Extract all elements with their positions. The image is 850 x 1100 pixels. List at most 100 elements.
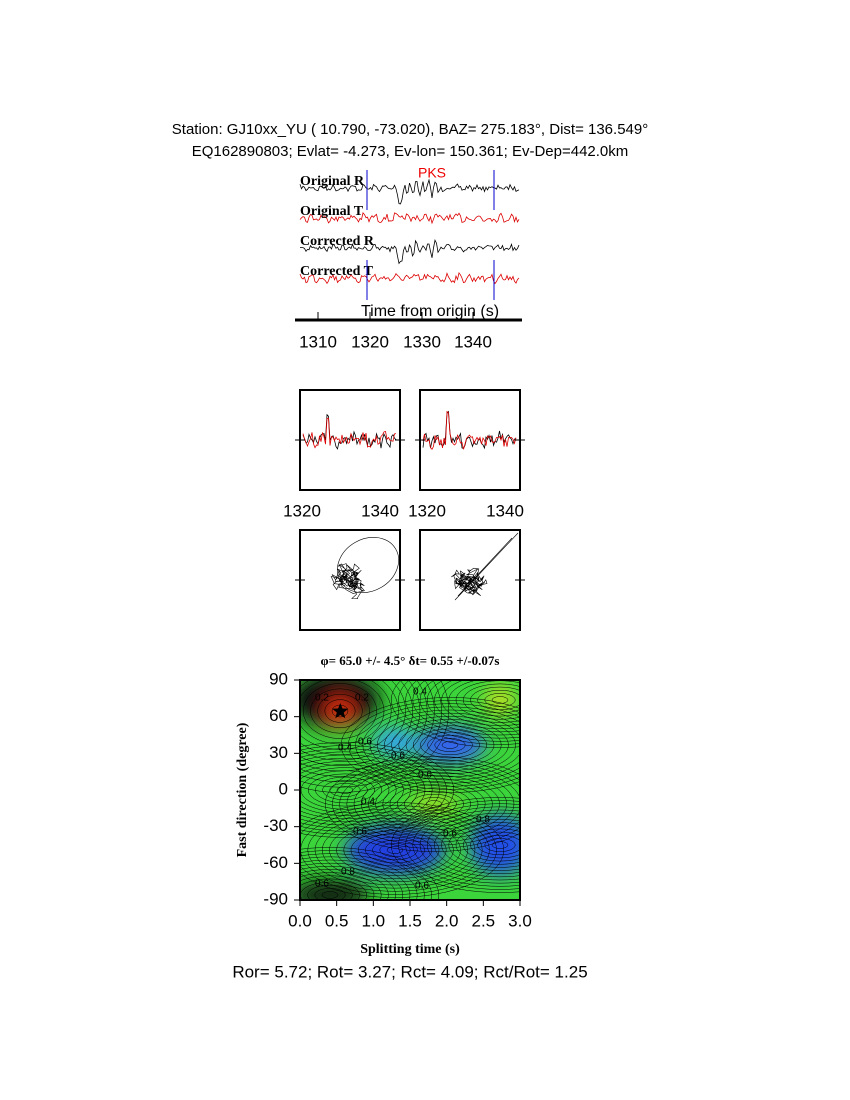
y-tick-label: 30 bbox=[269, 743, 288, 762]
contour bbox=[300, 767, 397, 813]
waveform bbox=[302, 417, 397, 449]
waveform bbox=[422, 410, 517, 451]
contour bbox=[324, 699, 356, 723]
contour bbox=[396, 787, 472, 821]
contour bbox=[360, 771, 508, 837]
contour bbox=[391, 719, 509, 771]
phase-label: PKS bbox=[418, 165, 446, 181]
contour bbox=[398, 800, 520, 890]
contour-label: 0.4 bbox=[413, 687, 427, 698]
contour bbox=[357, 833, 433, 867]
contour-label: 0.8 bbox=[476, 815, 490, 826]
contour bbox=[343, 827, 447, 873]
contour bbox=[315, 776, 375, 804]
contour bbox=[300, 680, 399, 756]
contour bbox=[353, 768, 515, 840]
particle-motion bbox=[337, 537, 399, 593]
contour bbox=[307, 884, 353, 900]
contour bbox=[317, 693, 363, 729]
contour-label: 0.4 bbox=[361, 797, 375, 808]
contour bbox=[307, 773, 383, 807]
contour bbox=[477, 834, 520, 856]
contour bbox=[412, 728, 488, 762]
contour bbox=[484, 693, 516, 707]
contour bbox=[300, 680, 392, 750]
waveform bbox=[299, 271, 520, 285]
contour bbox=[448, 680, 520, 723]
contour bbox=[355, 703, 520, 787]
contour bbox=[455, 825, 520, 865]
contour bbox=[329, 783, 361, 797]
contour-label: 0.6 bbox=[358, 737, 372, 748]
x-tick-label: 1340 bbox=[486, 501, 524, 520]
contour bbox=[434, 816, 520, 874]
contour bbox=[491, 696, 509, 704]
trace-label: Corrected R bbox=[300, 234, 375, 249]
waveform bbox=[299, 178, 520, 205]
x-tick-label: 3.0 bbox=[508, 911, 532, 930]
particle-motion bbox=[330, 563, 365, 600]
contour bbox=[314, 814, 476, 886]
contour-label: 0.6 bbox=[315, 879, 329, 890]
trace-label: Original R bbox=[300, 174, 365, 189]
x-tick-label: 1320 bbox=[283, 501, 321, 520]
contour bbox=[405, 725, 495, 765]
contour bbox=[302, 683, 378, 739]
contour bbox=[384, 716, 516, 774]
y-tick-label: -90 bbox=[263, 889, 288, 908]
contour bbox=[322, 779, 368, 801]
contour bbox=[300, 745, 447, 835]
contour bbox=[300, 751, 433, 829]
contour bbox=[470, 831, 520, 859]
contour bbox=[336, 824, 454, 876]
contour bbox=[300, 872, 382, 900]
contour bbox=[310, 688, 370, 734]
contour bbox=[300, 862, 404, 900]
x-axis-label: Time from origin (s) bbox=[361, 303, 499, 320]
contour bbox=[372, 839, 418, 861]
contour bbox=[441, 680, 520, 726]
contour bbox=[390, 797, 520, 893]
x-axis-label: Splitting time (s) bbox=[360, 942, 460, 957]
contour bbox=[300, 761, 411, 819]
contour-label: 0.6 bbox=[353, 827, 367, 838]
contour bbox=[332, 759, 520, 849]
waveform bbox=[299, 212, 520, 225]
contour bbox=[300, 802, 505, 898]
header-line: Station: GJ10xx_YU ( 10.790, -73.020), B… bbox=[172, 121, 648, 138]
contour bbox=[324, 756, 520, 852]
contour bbox=[405, 803, 520, 887]
contour-label: 0.2 bbox=[315, 693, 329, 704]
contour bbox=[300, 859, 411, 900]
contour bbox=[404, 790, 464, 818]
contour bbox=[300, 680, 406, 761]
y-tick-label: -30 bbox=[263, 816, 288, 835]
contour bbox=[300, 754, 426, 826]
contour-label: 0.2 bbox=[355, 693, 369, 704]
contour bbox=[300, 853, 425, 900]
x-tick-label: 1340 bbox=[361, 501, 399, 520]
contour bbox=[300, 847, 440, 900]
contour bbox=[470, 686, 520, 714]
contour bbox=[412, 806, 520, 884]
contour-label: 0.6 bbox=[415, 881, 429, 892]
x-tick-label: 1.0 bbox=[362, 911, 386, 930]
contour bbox=[300, 680, 435, 783]
contour bbox=[362, 706, 520, 784]
contour bbox=[382, 781, 486, 827]
contour bbox=[368, 775, 500, 833]
contour bbox=[411, 793, 457, 815]
contour bbox=[300, 856, 418, 900]
contour-label: 0.6 bbox=[391, 751, 405, 762]
contour bbox=[346, 765, 520, 843]
x-tick-label: 2.0 bbox=[435, 911, 459, 930]
contour bbox=[300, 878, 368, 900]
contour bbox=[300, 757, 419, 823]
contour bbox=[300, 850, 432, 900]
contour bbox=[300, 869, 389, 900]
contour bbox=[389, 784, 479, 824]
waveform bbox=[422, 410, 517, 450]
contour-label: 0.6 bbox=[443, 829, 457, 840]
contour bbox=[491, 841, 509, 849]
